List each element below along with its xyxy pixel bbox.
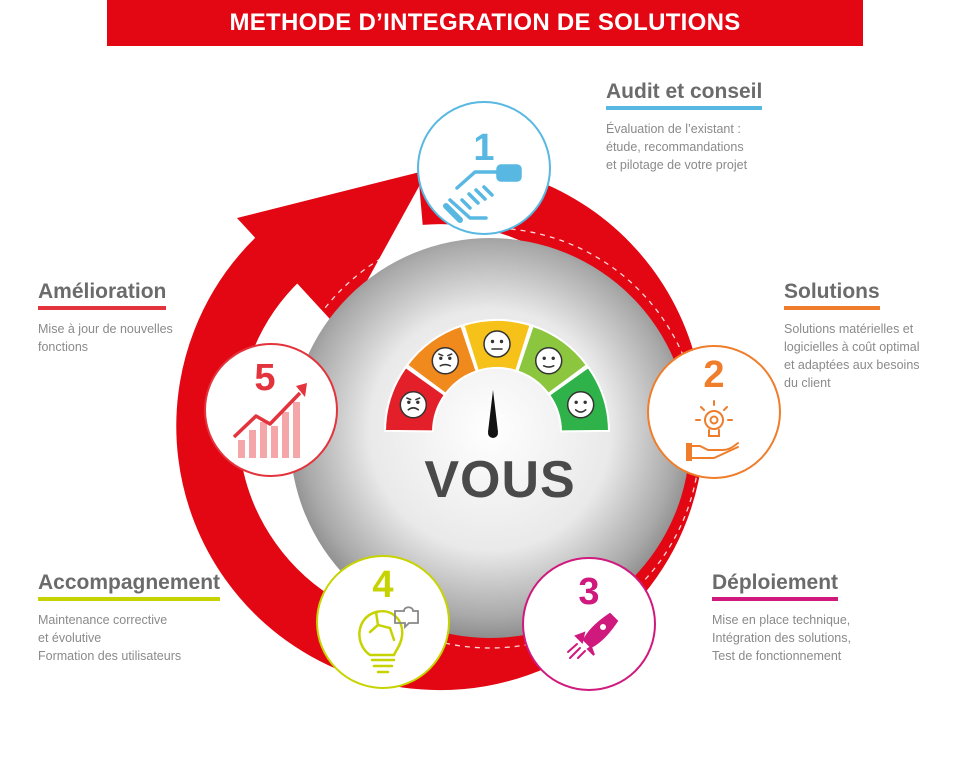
step-3-description: Mise en place technique, Intégration des… — [712, 611, 851, 665]
step-1-description: Évaluation de l’existant : étude, recomm… — [606, 120, 762, 174]
growth-chart-icon — [232, 383, 307, 458]
step-3-number: 3 — [578, 571, 599, 613]
step-1-number: 1 — [473, 127, 494, 169]
step-5-text: Amélioration Mise à jour de nouvelles fo… — [38, 280, 173, 356]
step-1-desc-line: étude, recommandations — [606, 140, 744, 154]
step-2-desc-line: Solutions matérielles et — [784, 322, 914, 336]
step-1-badge: 1 — [417, 101, 551, 235]
step-4-desc-line: Formation des utilisateurs — [38, 649, 182, 663]
gauge-pivot — [488, 428, 498, 438]
step-4-text: Accompagnement Maintenance corrective et… — [38, 571, 221, 665]
cycle-arrow-head — [237, 170, 428, 330]
gauge-needle — [488, 390, 498, 432]
step-2-desc-line: du client — [784, 376, 831, 390]
face-frown-icon — [431, 347, 460, 375]
step-3-desc-line: Mise en place technique, — [712, 613, 851, 627]
step-4-badge: 4 — [316, 555, 450, 689]
face-slight-smile-icon — [534, 347, 563, 375]
face-neutral-icon — [483, 330, 511, 358]
page-title: METHODE D’INTEGRATION DE SOLUTIONS — [229, 9, 741, 36]
hand-lightbulb-icon — [686, 400, 739, 461]
step-1-text: Audit et conseil Évaluation de l’existan… — [606, 80, 763, 174]
step-3-desc-line: Intégration des solutions, — [712, 631, 851, 645]
step-2-desc-line: logicielles à coût optimal — [784, 340, 920, 354]
step-2-description: Solutions matérielles et logicielles à c… — [784, 320, 920, 392]
center-sphere — [290, 238, 690, 638]
step-2-desc-line: et adaptées aux besoins — [784, 358, 920, 372]
step-4-title: Accompagnement — [38, 571, 221, 601]
step-1-title: Audit et conseil — [606, 80, 763, 110]
step-5-desc-line: Mise à jour de nouvelles — [38, 322, 173, 336]
step-2-number: 2 — [703, 354, 724, 396]
step-2-text: Solutions Solutions matérielles et logic… — [784, 280, 920, 392]
step-4-desc-line: et évolutive — [38, 631, 102, 645]
step-4-number: 4 — [372, 564, 393, 606]
face-angry-icon — [399, 391, 428, 419]
step-1-desc-line: Évaluation de l’existant : — [606, 122, 741, 136]
step-3-desc-line: Test de fonctionnement — [712, 649, 842, 663]
title-banner: METHODE D’INTEGRATION DE SOLUTIONS — [107, 0, 863, 46]
step-4-description: Maintenance corrective et évolutive Form… — [38, 611, 220, 665]
step-5-number: 5 — [254, 357, 275, 399]
rocket-icon — [567, 612, 619, 659]
handshake-icon — [443, 164, 522, 223]
step-1-desc-line: et pilotage de votre projet — [606, 158, 748, 172]
face-happy-icon — [566, 391, 595, 419]
satisfaction-gauge — [383, 319, 611, 433]
center-label: VOUS — [424, 451, 576, 509]
step-3-text: Déploiement Mise en place technique, Int… — [712, 571, 851, 665]
step-3-badge: 3 — [522, 557, 656, 691]
puzzle-piece-icon — [394, 606, 419, 630]
step-5-desc-line: fonctions — [38, 340, 89, 354]
step-5-title: Amélioration — [38, 280, 167, 310]
step-4-desc-line: Maintenance corrective — [38, 613, 168, 627]
step-2-badge: 2 — [647, 345, 781, 479]
step-2-title: Solutions — [784, 280, 880, 310]
step-5-badge: 5 — [204, 343, 338, 477]
step-3-title: Déploiement — [712, 571, 839, 601]
step-5-description: Mise à jour de nouvelles fonctions — [38, 320, 173, 356]
